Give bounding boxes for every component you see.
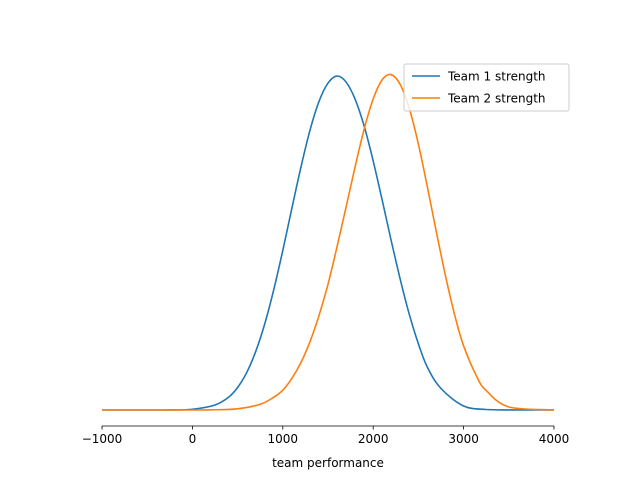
x-tick-label: 1000	[268, 432, 299, 446]
x-tick-label: 4000	[539, 432, 570, 446]
legend-label-team-2: Team 2 strength	[447, 92, 546, 106]
x-axis: −1000 0 1000 2000 3000 4000 team performance	[82, 425, 570, 470]
legend-box	[403, 63, 570, 112]
plot-area	[102, 73, 555, 411]
x-ticks: −1000 0 1000 2000 3000 4000	[82, 426, 570, 446]
x-axis-label: team performance	[272, 456, 384, 470]
series-line-team-2	[102, 73, 555, 411]
x-tick-label: 2000	[358, 432, 389, 446]
series-line-team-1	[102, 75, 555, 411]
x-tick-label: −1000	[82, 432, 123, 446]
legend: Team 1 strength Team 2 strength	[403, 63, 570, 112]
x-tick-label: 3000	[448, 432, 479, 446]
legend-label-team-1: Team 1 strength	[447, 70, 546, 84]
x-tick-label: 0	[189, 432, 197, 446]
